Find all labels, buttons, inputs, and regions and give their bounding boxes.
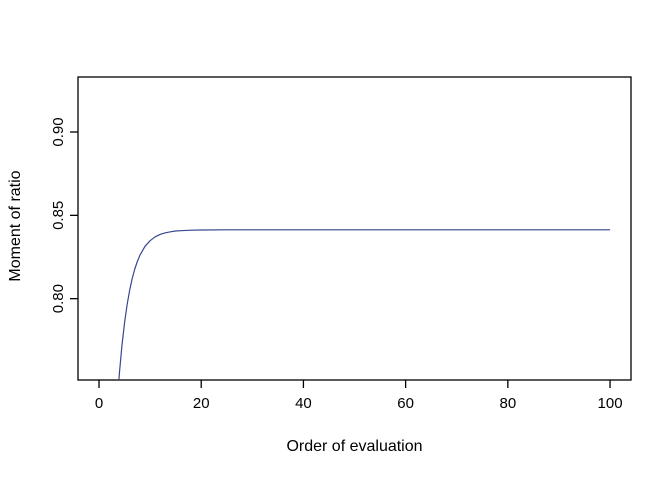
y-axis-title: Moment of ratio [7, 170, 24, 281]
x-axis: 0 20 40 60 80 100 [95, 380, 623, 412]
plot-box [77, 76, 632, 381]
x-tick-label: 80 [499, 395, 516, 412]
x-tick-label: 100 [598, 395, 623, 412]
x-tick-label: 60 [397, 395, 414, 412]
y-tick-label: 0.80 [50, 284, 67, 313]
x-tick-label: 0 [95, 395, 103, 412]
y-tick-label: 0.90 [50, 117, 67, 146]
x-tick-label: 40 [295, 395, 312, 412]
y-axis: 0.80 0.85 0.90 [50, 117, 78, 313]
x-tick-label: 20 [193, 395, 210, 412]
moment-ratio-curve [118, 229, 611, 380]
x-axis-title: Order of evaluation [286, 438, 422, 455]
y-tick-label: 0.85 [50, 201, 67, 230]
